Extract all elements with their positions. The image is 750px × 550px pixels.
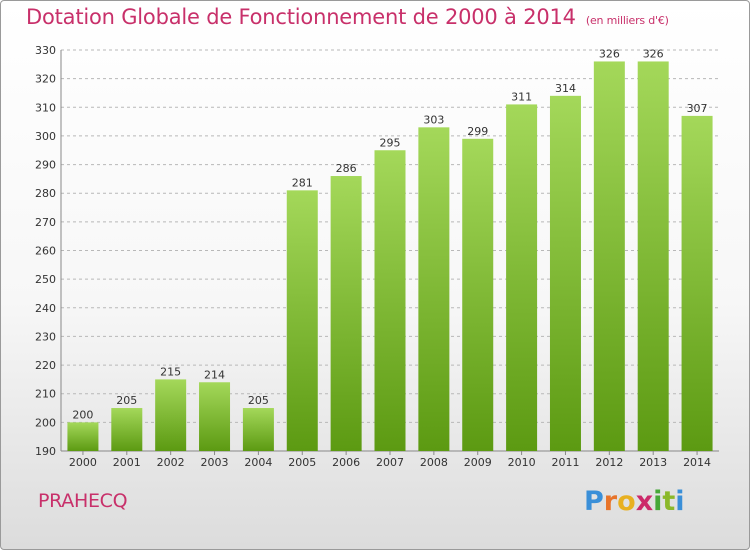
title-text: Dotation Globale de Fonctionnement de 20…: [26, 5, 576, 29]
y-tick-label: 200: [35, 416, 56, 429]
y-tick-label: 310: [35, 101, 56, 114]
value-label-2011: 314: [555, 82, 576, 95]
value-label-2007: 295: [380, 136, 401, 149]
place-name: PRAHECQ: [38, 490, 128, 512]
value-label-2014: 307: [687, 102, 708, 115]
chart-title: Dotation Globale de Fonctionnement de 20…: [26, 5, 669, 29]
proxiti-logo: Proxiti: [584, 486, 685, 517]
y-tick-label: 250: [35, 273, 56, 286]
x-tick-label-2011: 2011: [551, 456, 579, 469]
bar-2007: [374, 150, 406, 451]
value-label-2013: 326: [643, 47, 664, 60]
y-tick-label: 240: [35, 302, 56, 315]
x-tick-label-2013: 2013: [639, 456, 667, 469]
y-tick-label: 280: [35, 187, 56, 200]
y-tick-label: 190: [35, 445, 56, 458]
value-label-2000: 200: [72, 408, 93, 421]
logo-letter: t: [662, 486, 676, 517]
logo-letter: i: [653, 486, 663, 517]
value-label-2009: 299: [467, 125, 488, 138]
x-tick-label-2004: 2004: [244, 456, 272, 469]
bar-2013: [637, 61, 669, 451]
bar-2009: [462, 138, 494, 452]
logo-letter: o: [617, 486, 636, 517]
y-tick-label: 300: [35, 130, 56, 143]
value-label-2006: 286: [336, 162, 357, 175]
value-label-2005: 281: [292, 176, 313, 189]
value-label-2010: 311: [511, 90, 532, 103]
bar-2003: [199, 382, 231, 451]
value-label-2004: 205: [248, 394, 269, 407]
bar-2000: [67, 422, 99, 451]
value-label-2002: 215: [160, 365, 181, 378]
logo-letter: r: [603, 486, 618, 517]
bar-2005: [286, 190, 318, 451]
y-tick-label: 230: [35, 330, 56, 343]
x-tick-label-2000: 2000: [69, 456, 97, 469]
value-label-2003: 214: [204, 368, 225, 381]
x-tick-label-2001: 2001: [113, 456, 141, 469]
x-tick-label-2002: 2002: [157, 456, 185, 469]
bar-2012: [593, 61, 625, 451]
x-tick-label-2009: 2009: [464, 456, 492, 469]
y-tick-label: 220: [35, 359, 56, 372]
value-label-2001: 205: [116, 394, 137, 407]
bar-2001: [111, 408, 143, 451]
bar-2006: [330, 176, 362, 451]
x-tick-label-2014: 2014: [683, 456, 711, 469]
x-tick-label-2008: 2008: [420, 456, 448, 469]
bar-2014: [681, 115, 713, 451]
y-tick-label: 260: [35, 245, 56, 258]
y-tick-label: 320: [35, 73, 56, 86]
y-tick-label: 270: [35, 216, 56, 229]
x-tick-label-2005: 2005: [288, 456, 316, 469]
x-tick-label-2012: 2012: [595, 456, 623, 469]
bar-2002: [155, 379, 187, 451]
x-tick-label-2006: 2006: [332, 456, 360, 469]
y-tick-label: 290: [35, 159, 56, 172]
logo-letter: P: [584, 486, 604, 517]
bar-2008: [418, 127, 450, 451]
bar-2011: [549, 95, 581, 451]
logo-letter: x: [635, 486, 654, 517]
bar-2004: [242, 408, 274, 451]
value-label-2008: 303: [423, 113, 444, 126]
bar-2010: [506, 104, 538, 452]
x-tick-label-2003: 2003: [201, 456, 229, 469]
y-tick-label: 210: [35, 388, 56, 401]
x-tick-label-2007: 2007: [376, 456, 404, 469]
logo-letter: i: [675, 486, 685, 517]
y-tick-label: 330: [35, 44, 56, 57]
x-tick-label-2010: 2010: [508, 456, 536, 469]
value-label-2012: 326: [599, 47, 620, 60]
chart-subtitle: (en milliers d'€): [585, 14, 669, 27]
